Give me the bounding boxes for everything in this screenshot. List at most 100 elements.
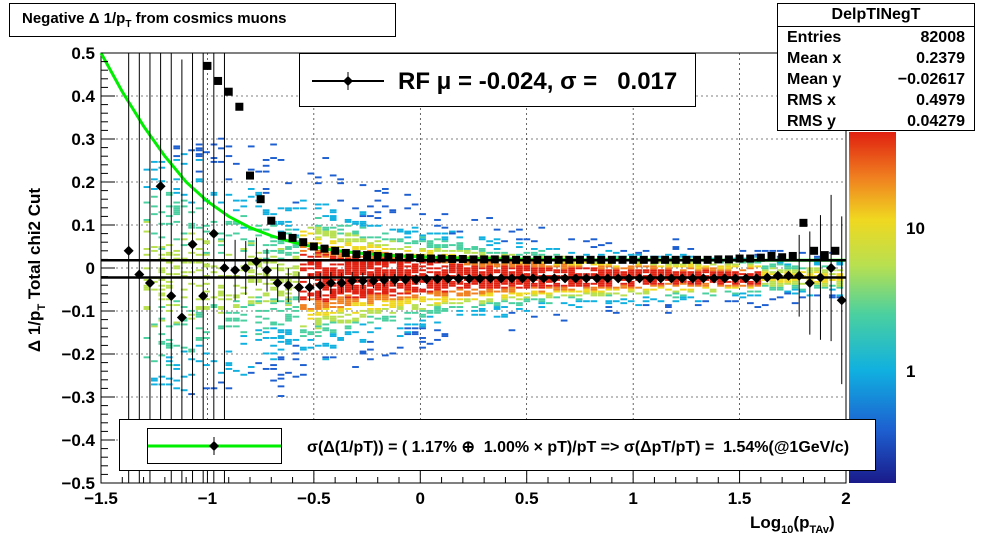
heat-cell [195,307,203,310]
heat-cell [404,298,412,301]
heat-cell [143,306,151,308]
colorbar-tick-label: 10 [906,219,925,238]
heat-cell [761,273,769,276]
heat-cell [516,242,523,245]
heat-cell [642,290,650,293]
heat-cell [575,273,583,276]
heat-cell [285,228,292,231]
heat-cell [545,248,553,250]
heat-cell [367,358,374,361]
heat-cell [732,294,739,297]
heat-cell [292,271,300,274]
heat-cell [203,364,210,367]
heat-cell [292,255,300,258]
heat-cell [374,246,382,249]
heat-cell [568,288,575,291]
heat-cell [180,350,188,353]
heat-cell [814,294,821,297]
heat-cell [449,275,456,278]
heat-cell [374,267,382,270]
heat-cell [612,288,620,291]
y-tick-label: 0.4 [71,87,95,106]
heat-cell [612,255,620,258]
heat-cell [568,290,575,293]
heat-cell [255,329,263,332]
heat-cell [300,331,307,334]
heat-cell [352,234,359,237]
heat-cell [165,298,173,301]
heat-cell [598,273,605,276]
heat-cell [538,267,546,270]
heat-cell [314,278,322,281]
heat-cell [300,296,307,299]
heat-cell [270,224,277,227]
heat-cell [538,280,546,283]
heat-cell [635,263,642,266]
heat-cell [381,261,389,264]
heat-cell [344,271,352,274]
heat-cell [605,282,613,285]
heat-cell [635,261,642,264]
mean-point-low [315,280,326,291]
heat-cell [821,286,829,289]
heat-cell [769,278,777,281]
heat-cell [374,217,382,219]
heat-cell [151,379,158,382]
heat-cell [352,366,359,368]
heat-cell [337,232,344,235]
heat-cell [538,271,546,274]
heat-cell [821,265,829,268]
mean-point-low [560,273,571,284]
heat-cell [165,284,173,287]
heat-cell [381,244,389,247]
heat-cell [478,251,486,254]
heat-cell [828,278,836,281]
heat-cell [426,263,434,266]
heat-cell [568,238,575,241]
heat-cell [277,329,285,332]
heat-cell [329,240,337,243]
heat-cell [501,290,508,293]
heat-cell [218,201,225,204]
heat-cell [314,304,322,307]
heat-cell [389,290,397,293]
heat-cell [225,298,233,301]
heat-cell [747,282,754,285]
heat-cell [449,282,456,285]
heat-cell [381,286,389,289]
heat-cell [232,306,240,308]
heat-cell [225,193,233,196]
heat-cell [381,290,389,293]
heat-cell [300,234,307,237]
heat-cell [277,348,285,351]
heat-cell [396,263,404,266]
heat-cell [404,323,412,326]
heat-cell [635,251,642,254]
heat-cell [642,249,650,252]
heat-cell [605,265,613,268]
heat-cell [270,213,277,216]
heat-cell [598,267,605,270]
heat-cell [404,265,412,268]
heat-cell [396,230,404,233]
heat-cell [545,294,553,297]
heat-cell [516,282,523,285]
heat-cell [590,269,598,272]
heat-cell [568,251,575,254]
heat-cell [575,294,583,297]
heat-cell [836,294,844,297]
heat-cell [300,373,307,376]
heat-cell [381,263,389,266]
heat-cell [575,263,583,266]
heat-cell [300,304,307,307]
heat-cell [508,271,516,274]
heat-cell [583,267,590,270]
heat-cell [441,335,449,338]
heat-cell [411,230,419,233]
heat-cell [173,265,181,268]
heat-cell [463,251,471,254]
heat-cell [747,273,754,276]
heat-cell [329,294,337,297]
heat-cell [352,248,359,250]
heat-cell [724,286,732,289]
